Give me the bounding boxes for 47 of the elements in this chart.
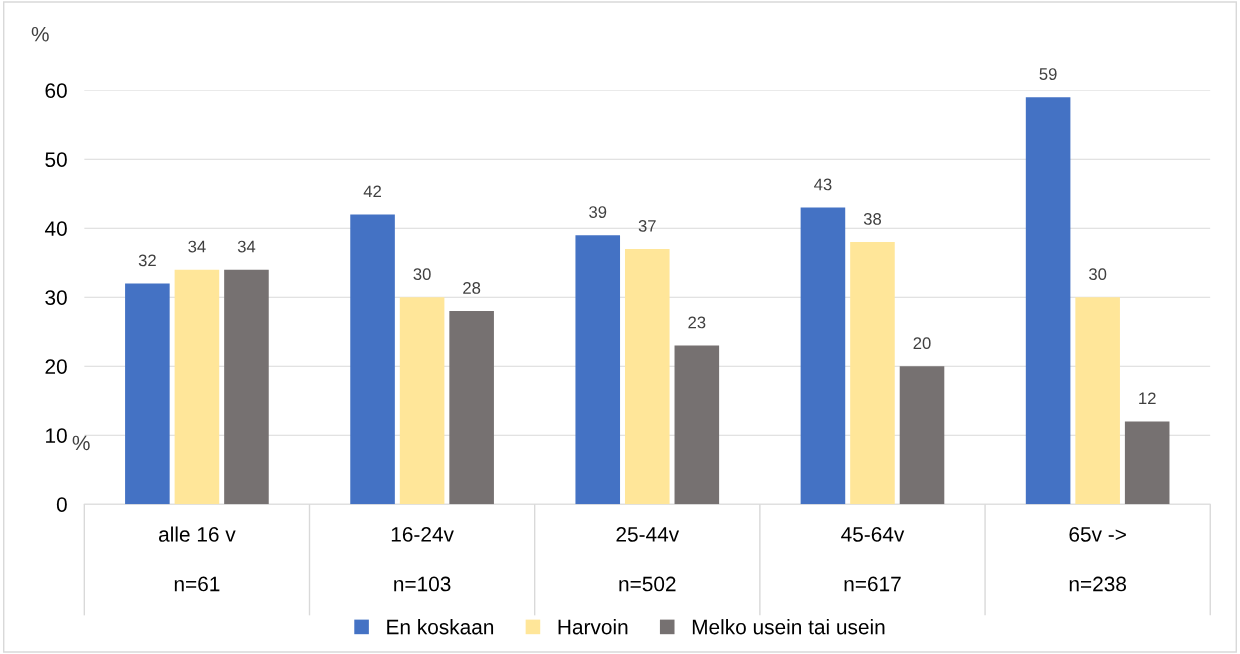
legend-label: En koskaan <box>387 619 494 635</box>
bar <box>624 248 670 505</box>
data-label: 34 <box>237 240 256 253</box>
data-label: 12 <box>1139 392 1156 405</box>
data-label: 39 <box>589 206 607 218</box>
bar <box>449 311 494 505</box>
data-label: 42 <box>363 185 381 198</box>
data-label: 23 <box>688 316 706 329</box>
data-label: 34 <box>188 240 206 253</box>
data-label: 20 <box>913 337 931 350</box>
y-tick-label: 20 <box>45 359 67 374</box>
legend-label: Melko usein tai usein <box>692 619 885 635</box>
data-label: 30 <box>1089 268 1107 281</box>
y-tick-label: 30 <box>45 290 67 305</box>
bar <box>125 283 170 505</box>
data-label: 43 <box>814 178 832 191</box>
bar <box>1124 421 1170 505</box>
category-label: 65v -> n=238 <box>1069 527 1126 592</box>
text: % <box>31 26 49 42</box>
bar <box>850 242 895 505</box>
category-label: 16-24v n=103 <box>391 527 454 592</box>
annotation: % <box>72 435 90 451</box>
category-label: 25-44v n=502 <box>616 527 680 592</box>
bar <box>174 269 220 505</box>
bar <box>674 345 720 505</box>
data-label: 38 <box>863 213 882 225</box>
bar <box>575 235 621 505</box>
data-label: 59 <box>1039 68 1057 80</box>
data-label: 37 <box>638 219 656 232</box>
data-label: 32 <box>138 254 156 267</box>
bar <box>800 207 846 505</box>
bar <box>899 366 945 505</box>
y-tick-label: 40 <box>44 221 67 236</box>
category-label: 45-64v n=617 <box>841 527 905 592</box>
bar <box>350 214 395 505</box>
legend-label: Harvoin <box>558 619 628 635</box>
y-tick-label: 10 <box>46 428 67 443</box>
y-tick-label: 60 <box>45 83 67 99</box>
y-tick-label: 50 <box>45 152 67 167</box>
data-label: 30 <box>413 268 431 281</box>
bar <box>224 269 269 505</box>
bar <box>1075 297 1120 505</box>
bar <box>1025 97 1071 505</box>
category-label: alle 16 v n=61 <box>159 526 236 592</box>
data-label: 28 <box>463 282 481 294</box>
y-tick-label: 0 <box>56 497 67 512</box>
bar <box>399 297 445 505</box>
